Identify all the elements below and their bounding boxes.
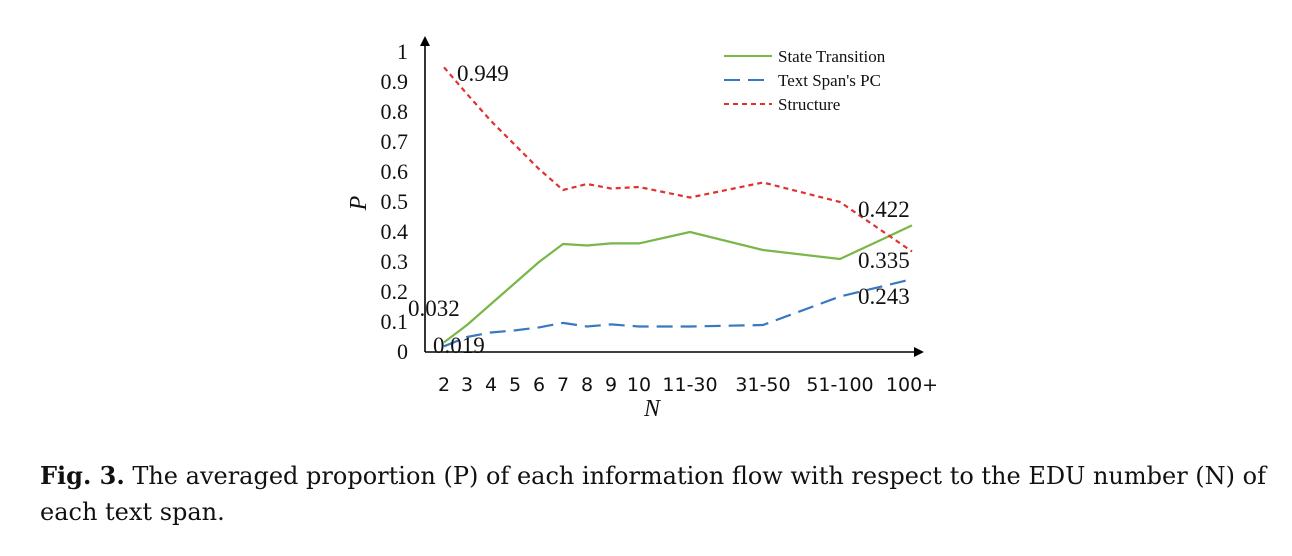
x-tick-label: 4 [485,374,497,396]
x-tick-label: 5 [509,374,521,396]
caption-label: Fig. 3. [40,461,125,490]
y-tick-label: 0.9 [381,69,409,94]
y-tick-label: 0.1 [381,309,409,334]
y-tick-label: 0.7 [381,129,409,154]
data-label: 0.032 [408,296,460,321]
y-tick-label: 0.8 [381,99,409,124]
y-tick-label: 1 [397,39,408,64]
legend: State Transition Text Span's PC Structure [724,47,886,114]
x-tick-label: 51-100 [806,374,873,396]
x-tick-label: 11-30 [662,374,717,396]
series-line-0 [443,224,913,344]
y-tick-label: 0.3 [381,249,409,274]
x-tick-label: 3 [461,374,473,396]
x-tick-label: 2 [438,374,450,396]
legend-label: Text Span's PC [778,71,881,90]
y-tick-label: 0.5 [381,189,409,214]
y-tick-label: 0 [397,339,408,364]
x-tick-label: 7 [557,374,569,396]
x-tick-label: 8 [581,374,593,396]
legend-label: State Transition [778,47,886,66]
y-tick-label: 0.4 [381,219,409,244]
y-tick-labels: 0 0.1 0.2 0.3 0.4 0.5 0.6 0.7 0.8 0.9 1 [381,39,409,364]
y-axis-arrow [420,36,430,46]
caption-text: The averaged proportion (P) of each info… [40,462,1266,526]
x-axis-title: N [643,396,662,422]
y-tick-label: 0.2 [381,279,409,304]
data-label: 0.019 [433,333,485,358]
series-line-2 [443,66,913,253]
x-tick-label: 6 [533,374,545,396]
x-axis-arrow [914,347,924,357]
y-tick-label: 0.6 [381,159,409,184]
x-tick-label: 100+ [886,374,938,396]
y-axis-title: P [346,195,372,211]
x-tick-label: 9 [605,374,617,396]
data-label: 0.949 [457,61,509,86]
data-label: 0.422 [858,197,910,222]
x-tick-label: 10 [627,374,651,396]
x-tick-label: 31-50 [735,374,790,396]
x-tick-labels: 2 3 4 5 6 7 8 9 10 11-30 31-50 51-100 100+ [438,374,938,396]
data-annotations: 0.949 0.032 0.019 0.422 0.335 0.243 [408,61,910,358]
axes [420,36,924,357]
series-lines [443,66,913,348]
series-line-1 [443,278,913,348]
data-label: 0.335 [858,248,910,273]
data-label: 0.243 [858,284,910,309]
line-chart: 0 0.1 0.2 0.3 0.4 0.5 0.6 0.7 0.8 0.9 1 2 3 4 5 6 7 8 9 10… [346,36,938,422]
figure-caption: Fig. 3. The averaged proportion (P) of e… [40,458,1270,530]
legend-label: Structure [778,95,840,114]
